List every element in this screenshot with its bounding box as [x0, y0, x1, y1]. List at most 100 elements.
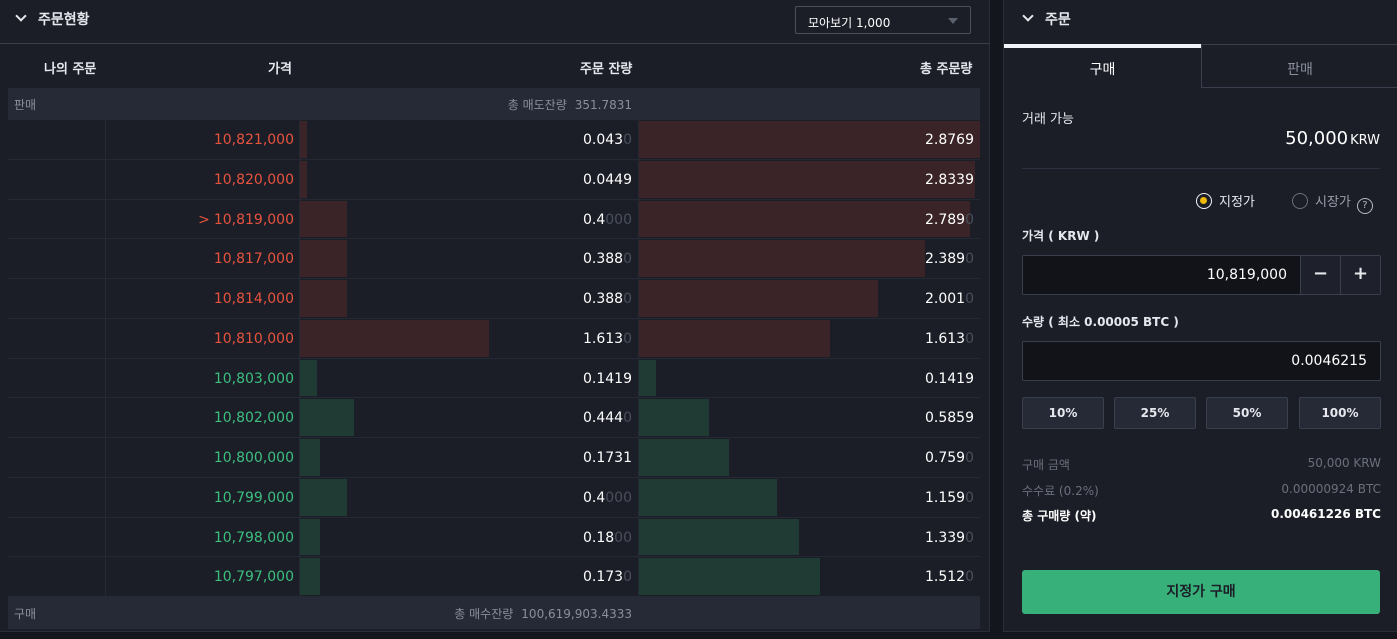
- row-remaining-value: 0.043: [582, 132, 624, 148]
- orderbook-row[interactable]: 10,810,000 1.6130 1.6130: [8, 318, 980, 359]
- my-order-cell: [8, 438, 106, 477]
- percent-50-button[interactable]: 50%: [1206, 397, 1288, 429]
- price-label: 가격 ( KRW ): [1022, 229, 1100, 243]
- orderbook-row[interactable]: 10,802,000 0.4440 0.5859: [8, 398, 980, 438]
- my-order-cell: [8, 358, 106, 398]
- divider: [299, 120, 300, 159]
- divider: [299, 279, 300, 318]
- row-total-padding: 0: [965, 529, 974, 546]
- row-price[interactable]: 10,800,000: [214, 450, 294, 466]
- summary-amount-label: 구매 금액: [1022, 458, 1070, 472]
- row-price[interactable]: 10,803,000: [214, 371, 294, 387]
- orderbook-row[interactable]: 10,821,000 0.0430 2.8769: [8, 120, 980, 160]
- row-total: 0.5859: [925, 410, 974, 426]
- my-order-cell: [8, 477, 106, 517]
- order-type-limit[interactable]: 지정가: [1196, 191, 1255, 210]
- quantity-field: [1022, 341, 1381, 381]
- row-remaining: 0.1800: [583, 530, 632, 546]
- my-order-cell: [8, 279, 106, 318]
- row-total: 1.1590: [925, 490, 974, 506]
- row-remaining-value: 0.388: [582, 291, 624, 307]
- orderbook-row[interactable]: >10,819,000 0.4000 2.7890: [8, 199, 980, 240]
- row-total: 2.3890: [925, 251, 974, 267]
- qty-depth-bar: [300, 121, 307, 158]
- row-total-value: 1.512: [924, 569, 966, 586]
- row-price[interactable]: 10,797,000: [214, 569, 294, 585]
- grouping-select[interactable]: 모아보기 1,000: [795, 6, 971, 34]
- row-price-value: 10,799,000: [213, 489, 294, 506]
- divider: [299, 477, 300, 517]
- row-remaining: 0.4440: [583, 410, 632, 426]
- total-depth-bar: [639, 439, 729, 476]
- chevron-down-icon[interactable]: [1022, 10, 1034, 22]
- my-order-cell: [8, 557, 106, 596]
- total-depth-bar: [639, 319, 830, 357]
- radio-checked-icon[interactable]: [1196, 193, 1212, 209]
- row-price[interactable]: 10,810,000: [214, 331, 294, 347]
- orderbook-column-header: 나의 주문 가격 주문 잔량 총 주문량: [8, 44, 980, 88]
- row-price[interactable]: 10,821,000: [214, 132, 294, 148]
- order-type-market[interactable]: 시장가?: [1292, 191, 1373, 214]
- row-remaining: 0.0430: [583, 132, 632, 148]
- orderbook-row[interactable]: 10,800,000 0.1731 0.7590: [8, 438, 980, 478]
- percent-10-button[interactable]: 10%: [1022, 397, 1104, 429]
- qty-depth-bar: [300, 399, 354, 436]
- price-decrement-button[interactable]: −: [1300, 256, 1340, 294]
- radio-unchecked-icon[interactable]: [1292, 193, 1308, 209]
- row-remaining-value: 0.1731: [583, 450, 632, 466]
- orderbook-row[interactable]: 10,799,000 0.4000 1.1590: [8, 477, 980, 518]
- percent-25-button[interactable]: 25%: [1114, 397, 1196, 429]
- row-remaining: 0.0449: [583, 172, 632, 188]
- row-remaining-padding: 0: [623, 330, 632, 347]
- orderbook-row[interactable]: 10,798,000 0.1800 1.3390: [8, 517, 980, 558]
- row-price[interactable]: 10,799,000: [214, 490, 294, 506]
- orderbook-row[interactable]: 10,814,000 0.3880 2.0010: [8, 279, 980, 319]
- qty-depth-bar: [300, 160, 307, 198]
- row-price[interactable]: 10,798,000: [214, 530, 294, 546]
- total-depth-bar: [639, 359, 656, 397]
- orderbook-row[interactable]: 10,803,000 0.1419 0.1419: [8, 358, 980, 399]
- divider: [1022, 168, 1380, 169]
- bid-summary-label: 구매: [14, 607, 37, 621]
- price-increment-button[interactable]: +: [1340, 256, 1380, 294]
- chevron-down-icon[interactable]: [15, 10, 27, 22]
- divider: [299, 159, 300, 199]
- total-depth-bar: [639, 558, 820, 595]
- price-input[interactable]: [1023, 256, 1300, 294]
- total-depth-bar: [639, 121, 980, 158]
- row-remaining: 0.1731: [583, 450, 632, 466]
- tab-sell[interactable]: 판매: [1201, 44, 1397, 88]
- available-value: 50,000: [1285, 128, 1349, 149]
- row-total-padding: 0: [965, 291, 974, 307]
- my-order-cell: [8, 239, 106, 278]
- qty-depth-bar: [300, 359, 317, 397]
- bid-summary-value: 100,619,903.4333: [521, 607, 632, 621]
- orderbook-row[interactable]: 10,797,000 0.1730 1.5120: [8, 557, 980, 597]
- submit-buy-button[interactable]: 지정가 구매: [1022, 570, 1380, 614]
- percent-100-button[interactable]: 100%: [1299, 397, 1381, 429]
- row-price-value: 10,810,000: [213, 330, 294, 347]
- divider: [638, 318, 639, 358]
- row-remaining-value: 0.388: [582, 251, 624, 268]
- summary-fee-value: 0.00000924 BTC: [1281, 482, 1381, 496]
- row-price[interactable]: >10,819,000: [198, 212, 294, 228]
- row-price-value: 10,814,000: [213, 291, 294, 307]
- quantity-input[interactable]: [1023, 342, 1380, 380]
- orderbook-row[interactable]: 10,817,000 0.3880 2.3890: [8, 239, 980, 279]
- help-icon[interactable]: ?: [1356, 198, 1373, 214]
- row-price[interactable]: 10,820,000: [214, 172, 294, 188]
- my-order-cell: [8, 120, 106, 159]
- row-total: 0.1419: [925, 371, 974, 387]
- divider: [299, 517, 300, 557]
- tab-buy[interactable]: 구매: [1004, 44, 1201, 88]
- row-remaining: 0.4000: [583, 490, 632, 506]
- grouping-value: 모아보기 1,000: [808, 16, 891, 30]
- total-depth-bar: [639, 240, 925, 277]
- orderbook-row[interactable]: 10,820,000 0.0449 2.8339: [8, 159, 980, 200]
- row-price[interactable]: 10,814,000: [214, 291, 294, 307]
- row-remaining-padding: 0: [623, 291, 632, 307]
- divider: [299, 358, 300, 398]
- order-header: 주문: [1004, 0, 1397, 44]
- row-price[interactable]: 10,817,000: [214, 251, 294, 267]
- row-price[interactable]: 10,802,000: [214, 410, 294, 426]
